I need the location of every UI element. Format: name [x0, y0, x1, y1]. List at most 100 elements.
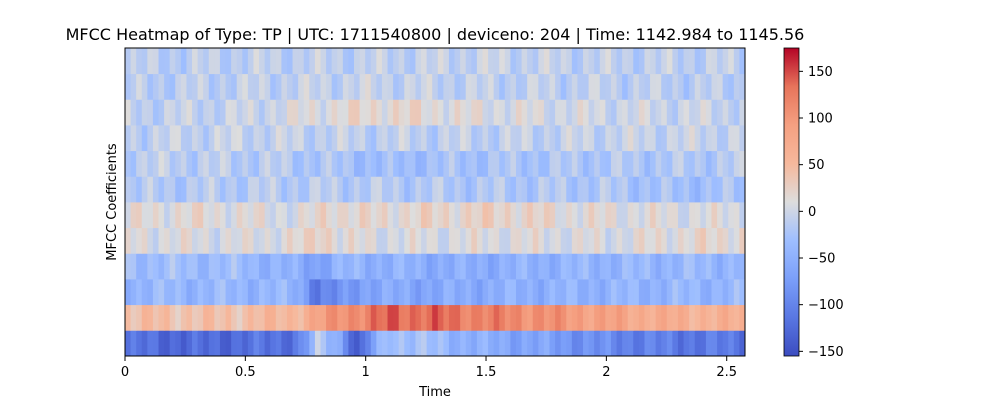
heatmap-cell — [644, 125, 651, 152]
heatmap-cell — [342, 48, 349, 75]
heatmap-cell — [717, 279, 724, 306]
heatmap-cell — [700, 279, 707, 306]
heatmap-cell — [381, 99, 388, 126]
heatmap-cell — [415, 150, 422, 177]
heatmap-cell — [242, 227, 249, 254]
heatmap-cell — [510, 304, 517, 331]
heatmap-cell — [275, 304, 282, 331]
heatmap-cell — [488, 73, 495, 100]
heatmap-cell — [236, 48, 243, 75]
heatmap-cell — [543, 202, 550, 229]
heatmap-cell — [733, 304, 740, 331]
heatmap-cell — [504, 304, 511, 331]
heatmap-cell — [281, 253, 288, 280]
heatmap-cell — [264, 330, 271, 357]
heatmap-cell — [426, 253, 433, 280]
heatmap-cell — [677, 99, 684, 126]
heatmap-cell — [594, 176, 601, 203]
heatmap-cell — [180, 73, 187, 100]
heatmap-cell — [605, 202, 612, 229]
heatmap-cell — [711, 150, 718, 177]
heatmap-cell — [415, 99, 422, 126]
heatmap-cell — [426, 279, 433, 306]
heatmap-cell — [203, 202, 210, 229]
heatmap-cell — [365, 48, 372, 75]
heatmap-cell — [448, 73, 455, 100]
heatmap-cell — [627, 73, 634, 100]
heatmap-cell — [577, 73, 584, 100]
heatmap-cell — [711, 99, 718, 126]
heatmap-cell — [677, 330, 684, 357]
heatmap-cell — [566, 125, 573, 152]
heatmap-cell — [499, 99, 506, 126]
heatmap-cell — [152, 227, 159, 254]
heatmap-cell — [130, 227, 137, 254]
heatmap-cell — [320, 304, 327, 331]
heatmap-cell — [175, 279, 182, 306]
heatmap-cell — [264, 253, 271, 280]
heatmap-cell — [728, 202, 735, 229]
heatmap-cell — [164, 150, 171, 177]
heatmap-cell — [510, 99, 517, 126]
heatmap-cell — [722, 304, 729, 331]
heatmap-cell — [460, 125, 467, 152]
heatmap-cell — [286, 150, 293, 177]
heatmap-cell — [437, 279, 444, 306]
heatmap-cell — [722, 253, 729, 280]
heatmap-cell — [225, 150, 232, 177]
heatmap-cell — [242, 48, 249, 75]
heatmap-cell — [270, 150, 277, 177]
heatmap-cell — [683, 125, 690, 152]
heatmap-cell — [426, 304, 433, 331]
heatmap-cell — [314, 125, 321, 152]
heatmap-cell — [404, 48, 411, 75]
heatmap-cell — [689, 227, 696, 254]
heatmap-cell — [203, 330, 210, 357]
heatmap-cell — [437, 253, 444, 280]
heatmap-cell — [627, 304, 634, 331]
heatmap-cell — [443, 99, 450, 126]
heatmap-cell — [543, 176, 550, 203]
heatmap-cell — [605, 150, 612, 177]
heatmap-cell — [555, 330, 562, 357]
heatmap-cell — [521, 279, 528, 306]
heatmap-cell — [219, 99, 226, 126]
heatmap-cell — [739, 304, 746, 331]
heatmap-cell — [309, 202, 316, 229]
heatmap-cell — [616, 279, 623, 306]
heatmap-cell — [158, 176, 165, 203]
heatmap-cell — [314, 304, 321, 331]
heatmap-cell — [482, 150, 489, 177]
heatmap-cell — [242, 304, 249, 331]
x-axis: 0 0.5 1 1.5 2 2.5 — [121, 356, 737, 380]
heatmap-cell — [622, 150, 629, 177]
heatmap-cell — [337, 73, 344, 100]
heatmap-cell — [683, 279, 690, 306]
heatmap-cell — [152, 202, 159, 229]
heatmap-cell — [521, 253, 528, 280]
heatmap-cell — [404, 176, 411, 203]
heatmap-cell — [633, 202, 640, 229]
heatmap-cell — [722, 73, 729, 100]
heatmap-cell — [286, 330, 293, 357]
heatmap-cell — [465, 125, 472, 152]
heatmap-cell — [164, 73, 171, 100]
heatmap-cell — [733, 253, 740, 280]
heatmap-cell — [208, 73, 215, 100]
heatmap-cell — [454, 48, 461, 75]
heatmap-cell — [717, 48, 724, 75]
heatmap-cell — [158, 73, 165, 100]
heatmap-cell — [616, 99, 623, 126]
heatmap-cell — [566, 227, 573, 254]
heatmap-cell — [309, 125, 316, 152]
heatmap-cell — [292, 48, 299, 75]
heatmap-cell — [705, 73, 712, 100]
heatmap-cell — [627, 253, 634, 280]
heatmap-cell — [555, 253, 562, 280]
heatmap-cell — [141, 330, 148, 357]
heatmap-cell — [130, 304, 137, 331]
heatmap-cell — [722, 176, 729, 203]
heatmap-cell — [454, 125, 461, 152]
heatmap-cell — [594, 150, 601, 177]
